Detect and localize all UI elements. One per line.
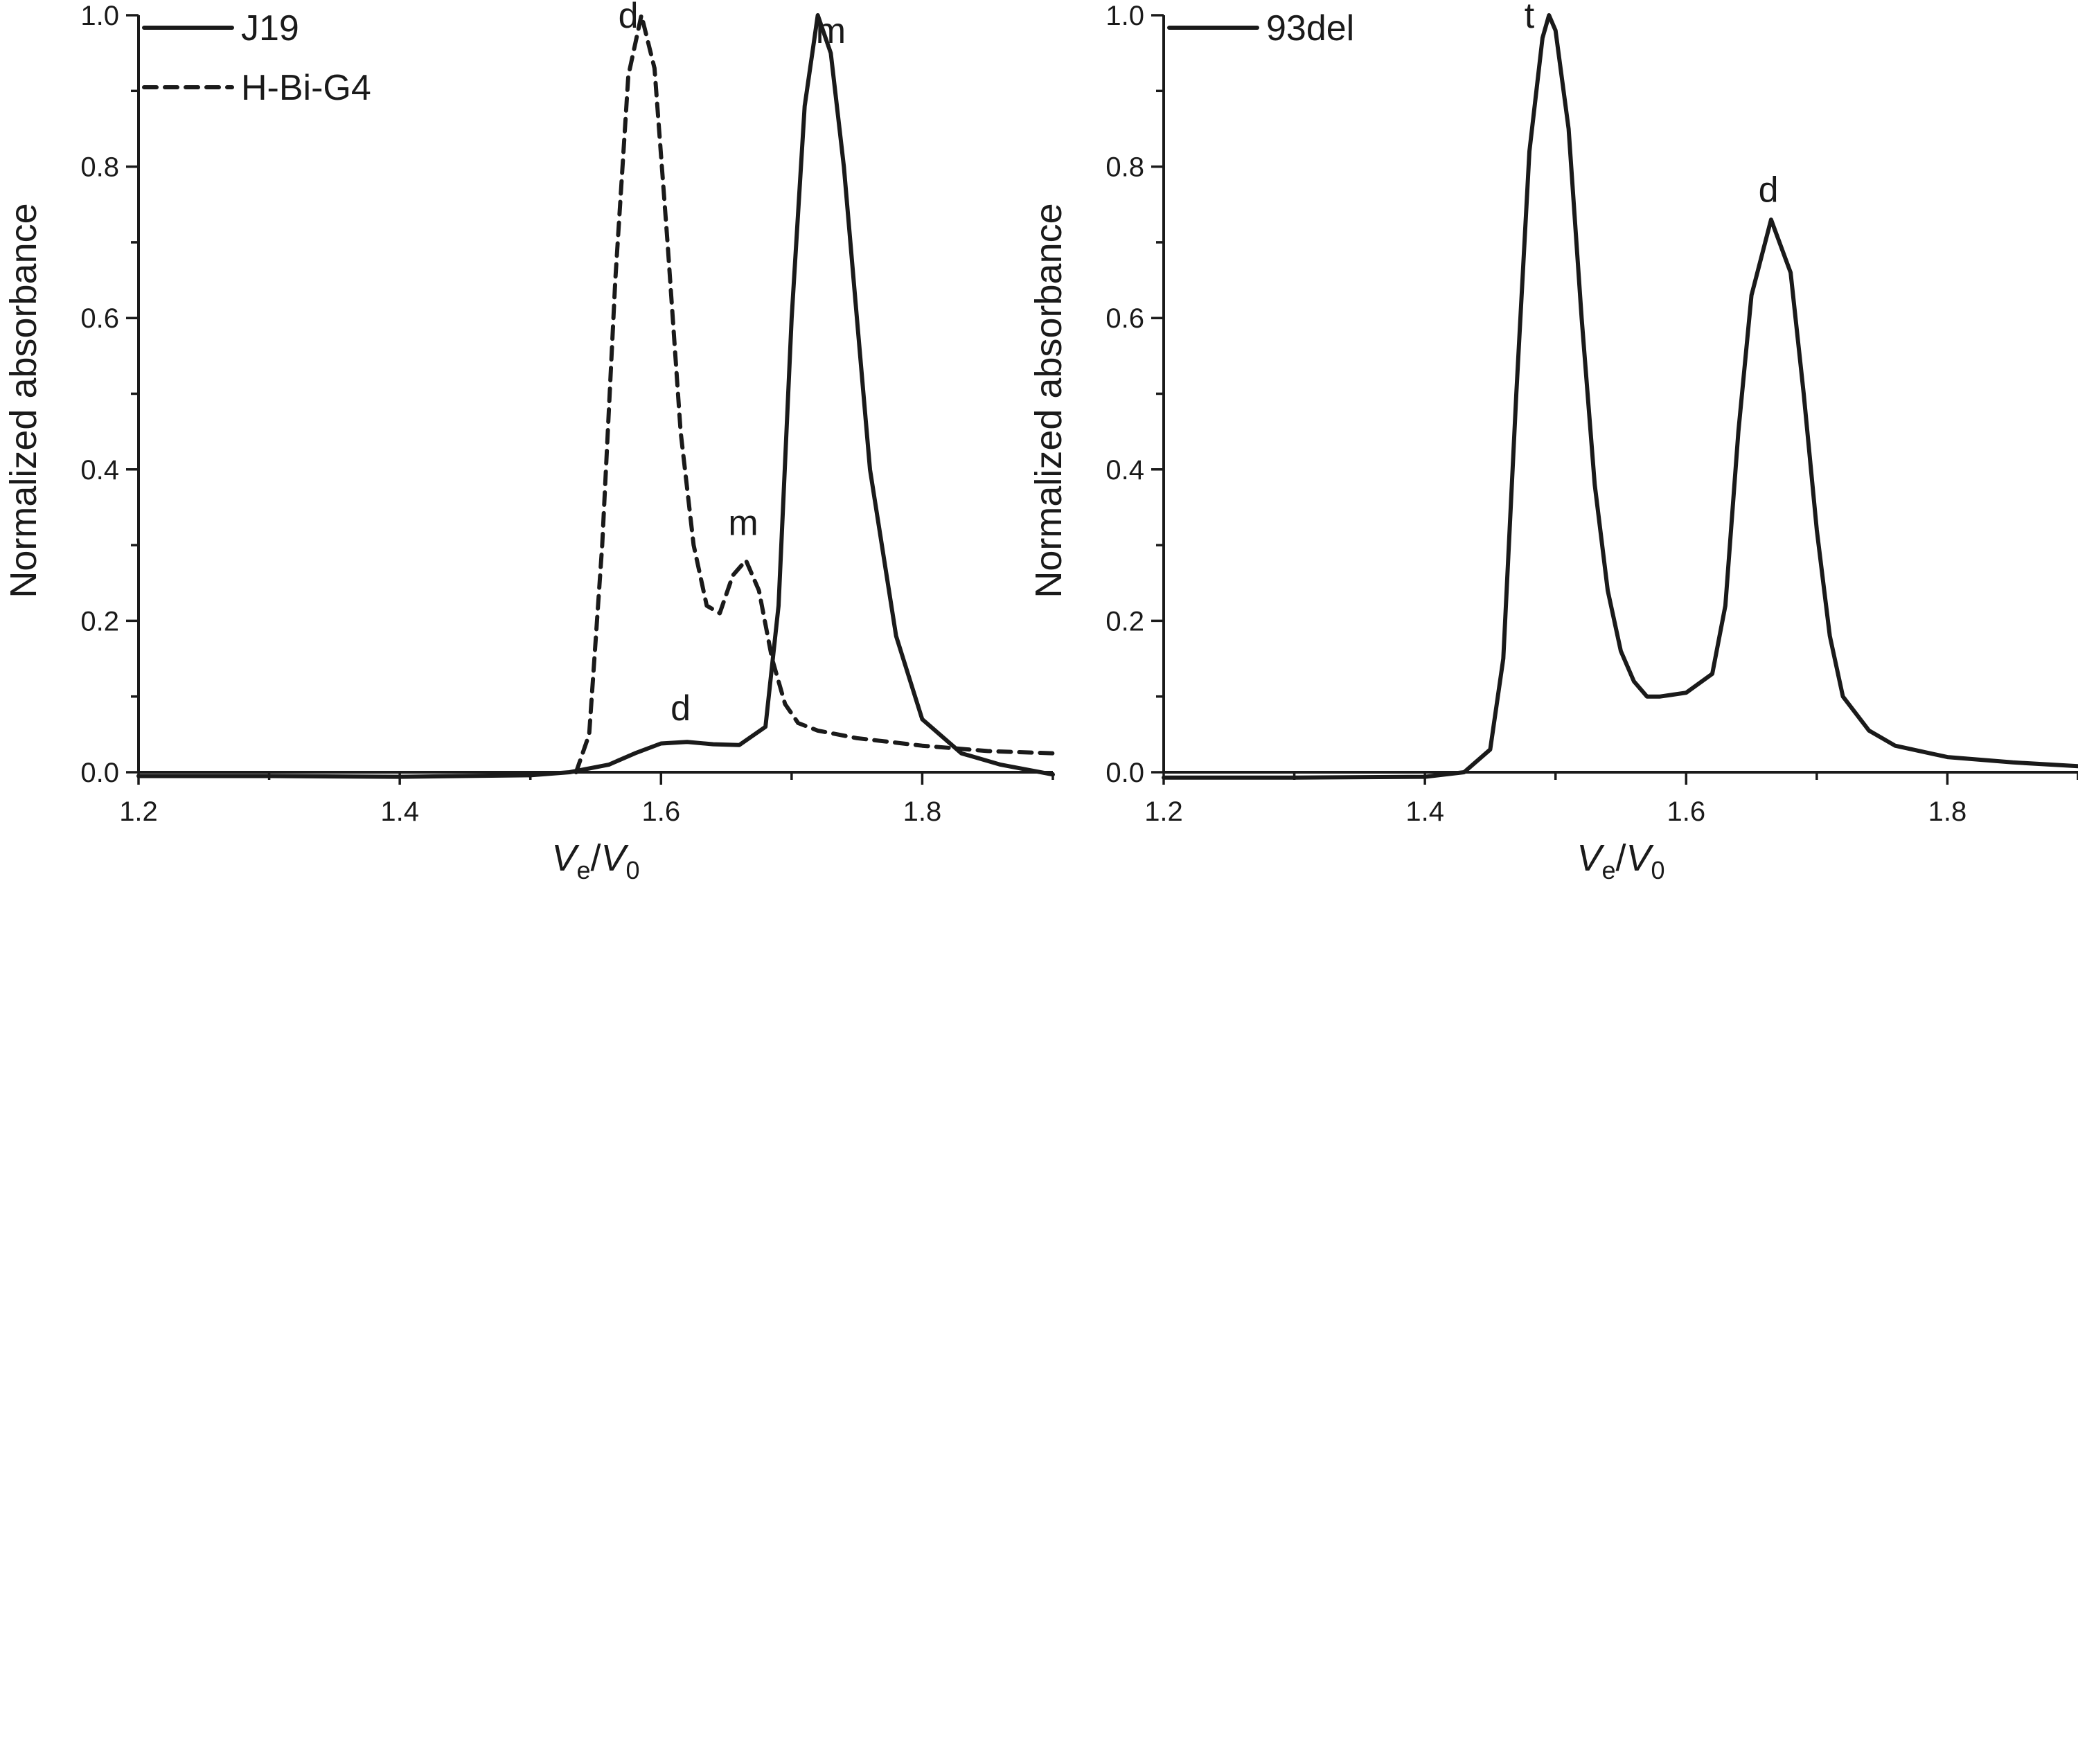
- peak-label: d: [619, 0, 639, 36]
- peak-label: m: [816, 11, 846, 51]
- series-line-h-bi-g4: [574, 13, 1055, 774]
- peak-label: m: [728, 503, 758, 543]
- y-tick-label: 1.0: [1105, 1, 1144, 31]
- y-tick-label: 0.8: [80, 152, 119, 183]
- x-axis-title: Ve/V0: [551, 837, 639, 884]
- y-axis-title: Normalized absorbance: [1028, 203, 1069, 598]
- y-tick-label: 1.0: [80, 1, 119, 31]
- x-tick-label: 1.8: [903, 796, 942, 827]
- series-line-j19: [136, 13, 1055, 779]
- y-tick-label: 0.4: [80, 455, 119, 485]
- peak-label: d: [1759, 170, 1779, 210]
- series-line-93del: [1162, 13, 2078, 780]
- legend-label: H-Bi-G4: [241, 68, 371, 108]
- y-tick-label: 0.2: [1105, 606, 1144, 636]
- y-tick-label: 0.0: [80, 758, 119, 788]
- x-tick-label: 1.4: [380, 796, 419, 827]
- y-tick-label: 0.6: [80, 303, 119, 334]
- x-tick-label: 1.4: [1405, 796, 1444, 827]
- x-axis-title: Ve/V0: [1577, 837, 1664, 884]
- chart-panel-right: 1.2 1.4 1.6 1.8 0.0 0.2 0.4 0.6 0.8 1.0 Normalized…: [1028, 0, 2078, 884]
- y-tick-label: 0.6: [1105, 303, 1144, 334]
- y-tick-label: 0.0: [1105, 758, 1144, 788]
- peak-label: t: [1525, 0, 1535, 36]
- chart-panel-left: 1.2 1.4 1.6 1.8 0.0 0.2 0.4 0.6 0.8 1.0 Normalized…: [3, 0, 1055, 884]
- y-tick-label: 0.4: [1105, 455, 1144, 485]
- y-axis-title: Normalized absorbance: [3, 203, 44, 598]
- y-tick-label: 0.2: [80, 606, 119, 636]
- x-tick-label: 1.6: [1667, 796, 1705, 827]
- y-tick-label: 0.8: [1105, 152, 1144, 183]
- x-tick-label: 1.6: [641, 796, 680, 827]
- x-tick-label: 1.2: [1144, 796, 1183, 827]
- x-tick-label: 1.2: [119, 796, 158, 827]
- peak-label: d: [671, 688, 691, 729]
- x-tick-label: 1.8: [1928, 796, 1967, 827]
- legend-label: J19: [241, 8, 299, 48]
- legend-label: 93del: [1266, 8, 1354, 48]
